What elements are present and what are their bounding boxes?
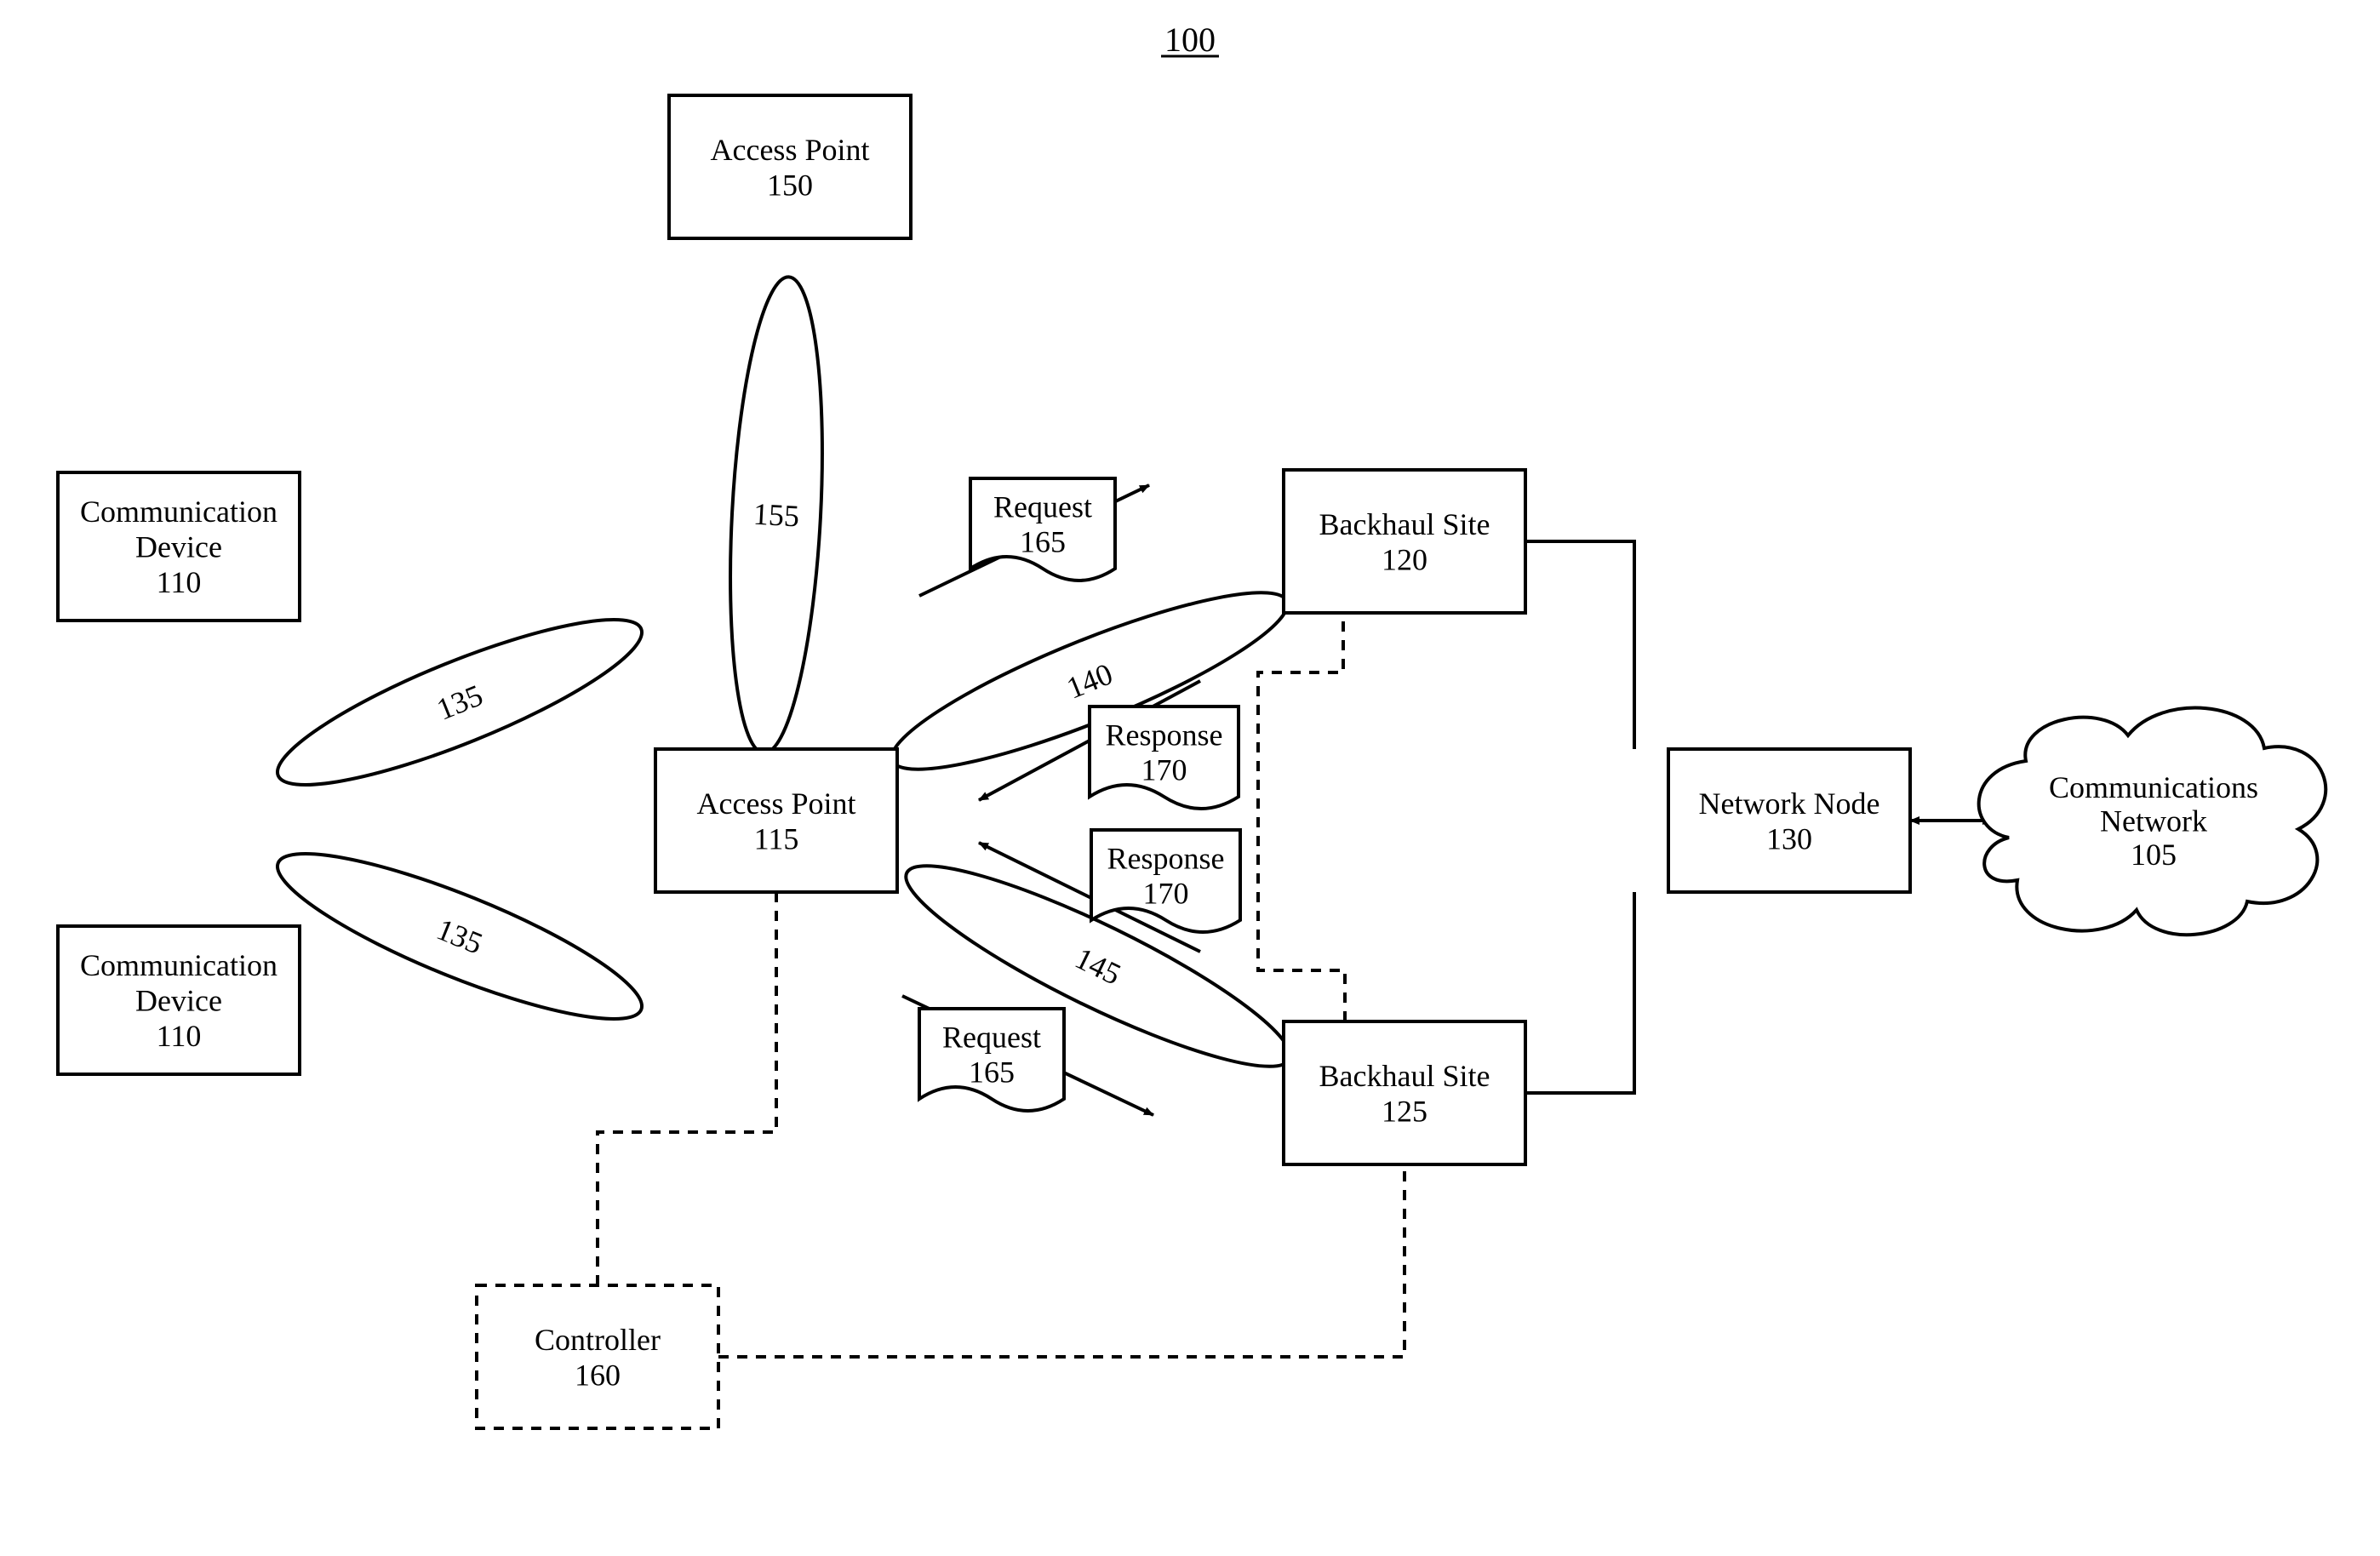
- svg-text:110: 110: [157, 565, 202, 599]
- node-comm-network-105: CommunicationsNetwork105: [1979, 708, 2326, 935]
- svg-text:170: 170: [1143, 876, 1189, 910]
- svg-text:125: 125: [1382, 1094, 1427, 1128]
- conn-backhaul125-to-networknode: [1525, 892, 1634, 1093]
- svg-text:Backhaul Site: Backhaul Site: [1319, 507, 1490, 541]
- svg-text:Response: Response: [1107, 842, 1225, 876]
- svg-text:Response: Response: [1106, 718, 1223, 752]
- svg-text:Communications: Communications: [2049, 770, 2258, 804]
- node-backhaul_120: Backhaul Site120: [1284, 470, 1525, 613]
- doc-resp_170_top: Response170: [1090, 706, 1239, 809]
- svg-text:Request: Request: [993, 490, 1092, 524]
- svg-text:165: 165: [1020, 524, 1066, 558]
- svg-text:Device: Device: [135, 530, 222, 564]
- svg-text:170: 170: [1141, 752, 1187, 787]
- doc-req_165_top: Request165: [970, 478, 1115, 581]
- node-network_node_130: Network Node130: [1668, 749, 1910, 892]
- beam-b155: 155: [719, 275, 832, 756]
- svg-text:160: 160: [575, 1358, 621, 1392]
- svg-text:Access Point: Access Point: [711, 133, 870, 167]
- svg-text:Controller: Controller: [535, 1323, 661, 1357]
- svg-text:Access Point: Access Point: [697, 787, 856, 821]
- beam-b135_top: 135: [263, 591, 656, 813]
- svg-text:105: 105: [2131, 838, 2177, 872]
- doc-req_165_bot: Request165: [919, 1009, 1064, 1111]
- node-access_point_150: Access Point150: [669, 95, 911, 238]
- svg-text:Network Node: Network Node: [1699, 787, 1880, 821]
- svg-text:Request: Request: [942, 1021, 1041, 1055]
- conn-accesspoint115-to-controller: [598, 892, 776, 1285]
- svg-text:Communication: Communication: [80, 495, 277, 529]
- svg-text:155: 155: [752, 497, 800, 534]
- svg-text:165: 165: [969, 1055, 1015, 1089]
- svg-text:Network: Network: [2100, 804, 2207, 838]
- svg-text:115: 115: [754, 821, 799, 855]
- svg-text:Device: Device: [135, 984, 222, 1018]
- conn-backhaul125-to-backhaul120: [1258, 613, 1345, 1021]
- node-comm_device_110_top: CommunicationDevice110: [58, 472, 300, 621]
- svg-text:120: 120: [1382, 542, 1427, 576]
- node-comm_device_110_bot: CommunicationDevice110: [58, 926, 300, 1074]
- conn-controller-to-backhaul125: [718, 1164, 1405, 1357]
- node-access_point_115: Access Point115: [655, 749, 897, 892]
- beam-b135_bot: 135: [263, 825, 656, 1047]
- svg-text:110: 110: [157, 1019, 202, 1053]
- figure-number: 100: [1164, 20, 1216, 59]
- node-backhaul_125: Backhaul Site125: [1284, 1021, 1525, 1164]
- node-controller_160: Controller160: [477, 1285, 718, 1428]
- svg-text:150: 150: [767, 168, 813, 202]
- conn-backhaul120-to-networknode: [1525, 541, 1634, 749]
- svg-text:Communication: Communication: [80, 948, 277, 982]
- svg-text:Backhaul Site: Backhaul Site: [1319, 1059, 1490, 1093]
- doc-resp_170_bot: Response170: [1091, 830, 1240, 932]
- svg-text:130: 130: [1766, 821, 1812, 855]
